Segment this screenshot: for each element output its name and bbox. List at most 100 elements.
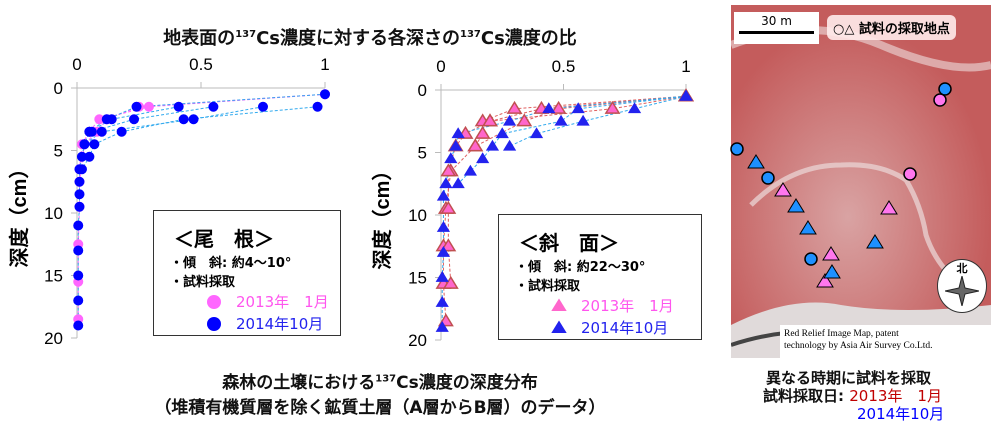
data-point: [503, 114, 517, 126]
data-point: [476, 152, 490, 164]
sample-site-circle: [938, 82, 952, 96]
data-point: [604, 100, 621, 114]
data-point: [96, 126, 107, 137]
data-point: [131, 101, 142, 112]
sample-site-circle: [804, 252, 818, 266]
data-point: [76, 164, 87, 175]
date-2014: 2014年10月: [857, 405, 945, 423]
data-point: [178, 114, 189, 125]
dates-label: 試料採取日:: [763, 387, 844, 405]
map-credit: Red Relief Image Map, patent technology …: [780, 325, 991, 358]
data-point: [451, 177, 465, 189]
data-point: [74, 176, 85, 187]
data-point: [571, 102, 585, 114]
legend-label: 2013年 1月: [581, 296, 674, 315]
data-point: [440, 200, 457, 214]
data-point: [440, 238, 457, 252]
data-point: [73, 295, 84, 306]
sample-site-circle: [730, 142, 744, 156]
scale-bar: 30 m: [734, 12, 819, 44]
y-tick-label: 5: [54, 142, 63, 161]
ridge-legend: ＜尾 根＞ ・傾 斜: 約4〜10° ・試料採取 2013年 1月 2014年10月: [153, 210, 341, 336]
north-arrow: 北: [937, 259, 987, 313]
data-point: [73, 270, 84, 281]
data-point: [312, 101, 323, 112]
map-note: 異なる時期に試料を採取: [766, 369, 932, 387]
y-axis-label: 深度（cm）: [370, 161, 394, 270]
data-point: [436, 189, 451, 201]
series-line: [442, 95, 687, 322]
legend-sampling-note: ・試料採取: [170, 275, 236, 290]
data-point: [495, 127, 509, 139]
legend-slope-note: ・傾 斜: 約22〜30°: [515, 260, 646, 275]
data-point: [73, 320, 84, 331]
caption-text: 森林の土壌における: [222, 373, 376, 393]
data-point: [550, 100, 567, 114]
legend-label: 2014年10月: [236, 314, 324, 333]
series-line: [84, 106, 264, 145]
y-tick-label: 10: [44, 204, 63, 223]
legend-entry: 2013年 1月: [549, 294, 701, 316]
data-point: [439, 177, 453, 189]
title-sup: 137: [460, 29, 481, 40]
caption-sup: 137: [375, 373, 397, 385]
data-point: [529, 127, 544, 139]
data-point: [542, 102, 556, 114]
legend-sampling-note: ・試料採取: [515, 279, 581, 294]
legend-label: 2013年 1月: [236, 292, 329, 311]
x-tick-label: 1: [320, 55, 329, 74]
data-point: [79, 139, 90, 150]
credit-line: Red Relief Image Map, patent: [784, 329, 899, 339]
figure-title: 地表面の137Cs濃度に対する各深さの137Cs濃度の比: [20, 24, 720, 50]
sampling-dates: 試料採取日: 2013年 1月: [763, 385, 942, 406]
data-point: [74, 201, 85, 212]
legend-marker: [207, 317, 221, 331]
data-point: [474, 125, 491, 139]
sample-site-triangle: [799, 220, 817, 235]
y-axis-label: 深度（cm）: [7, 159, 31, 268]
legend-label: 2014年10月: [581, 318, 669, 337]
data-point: [516, 113, 533, 127]
y-tick-label: 15: [408, 269, 427, 288]
sample-site-triangle: [866, 234, 884, 249]
data-point: [440, 163, 457, 177]
map-legend: ○△ 試料の採取地点: [827, 15, 956, 40]
y-tick-label: 20: [44, 329, 63, 348]
series-line: [489, 95, 687, 122]
legend-marker: [207, 295, 221, 309]
sample-site-triangle: [774, 182, 792, 197]
data-point: [435, 296, 449, 307]
sample-site-triangle: [816, 273, 834, 288]
data-point: [89, 139, 100, 150]
circle-icon: [207, 295, 221, 309]
data-point: [463, 164, 477, 176]
map-sample-points: [730, 82, 952, 288]
credit-line: technology by Asia Air Survey Co.Ltd.: [784, 341, 933, 351]
data-point: [84, 126, 95, 137]
y-tick-label: 20: [408, 331, 427, 350]
data-point: [506, 100, 523, 114]
data-point: [451, 127, 465, 139]
caption-line2: （堆積有機質層を除く鉱質土層（A層からB層）のデータ）: [154, 398, 606, 418]
data-point: [627, 102, 642, 114]
data-point: [679, 89, 693, 101]
data-point: [94, 114, 105, 125]
legend-marker: [551, 298, 567, 312]
scale-label: 30 m: [761, 14, 792, 28]
data-point: [258, 101, 268, 112]
data-point: [84, 151, 95, 162]
x-tick-label: 1: [681, 57, 690, 76]
data-point: [449, 139, 463, 151]
data-point: [106, 114, 117, 125]
triangle-icon: [551, 320, 567, 334]
title-sup: 137: [235, 29, 257, 40]
sample-site-triangle: [822, 246, 840, 261]
legend-marker: [551, 320, 567, 334]
x-tick-label: 0.5: [552, 57, 576, 76]
caption-line1: 森林の土壌における137Cs濃度の深度分布: [60, 368, 700, 393]
sample-site-triangle: [823, 264, 841, 279]
sample-site-triangle: [787, 198, 805, 213]
data-point: [436, 246, 451, 257]
